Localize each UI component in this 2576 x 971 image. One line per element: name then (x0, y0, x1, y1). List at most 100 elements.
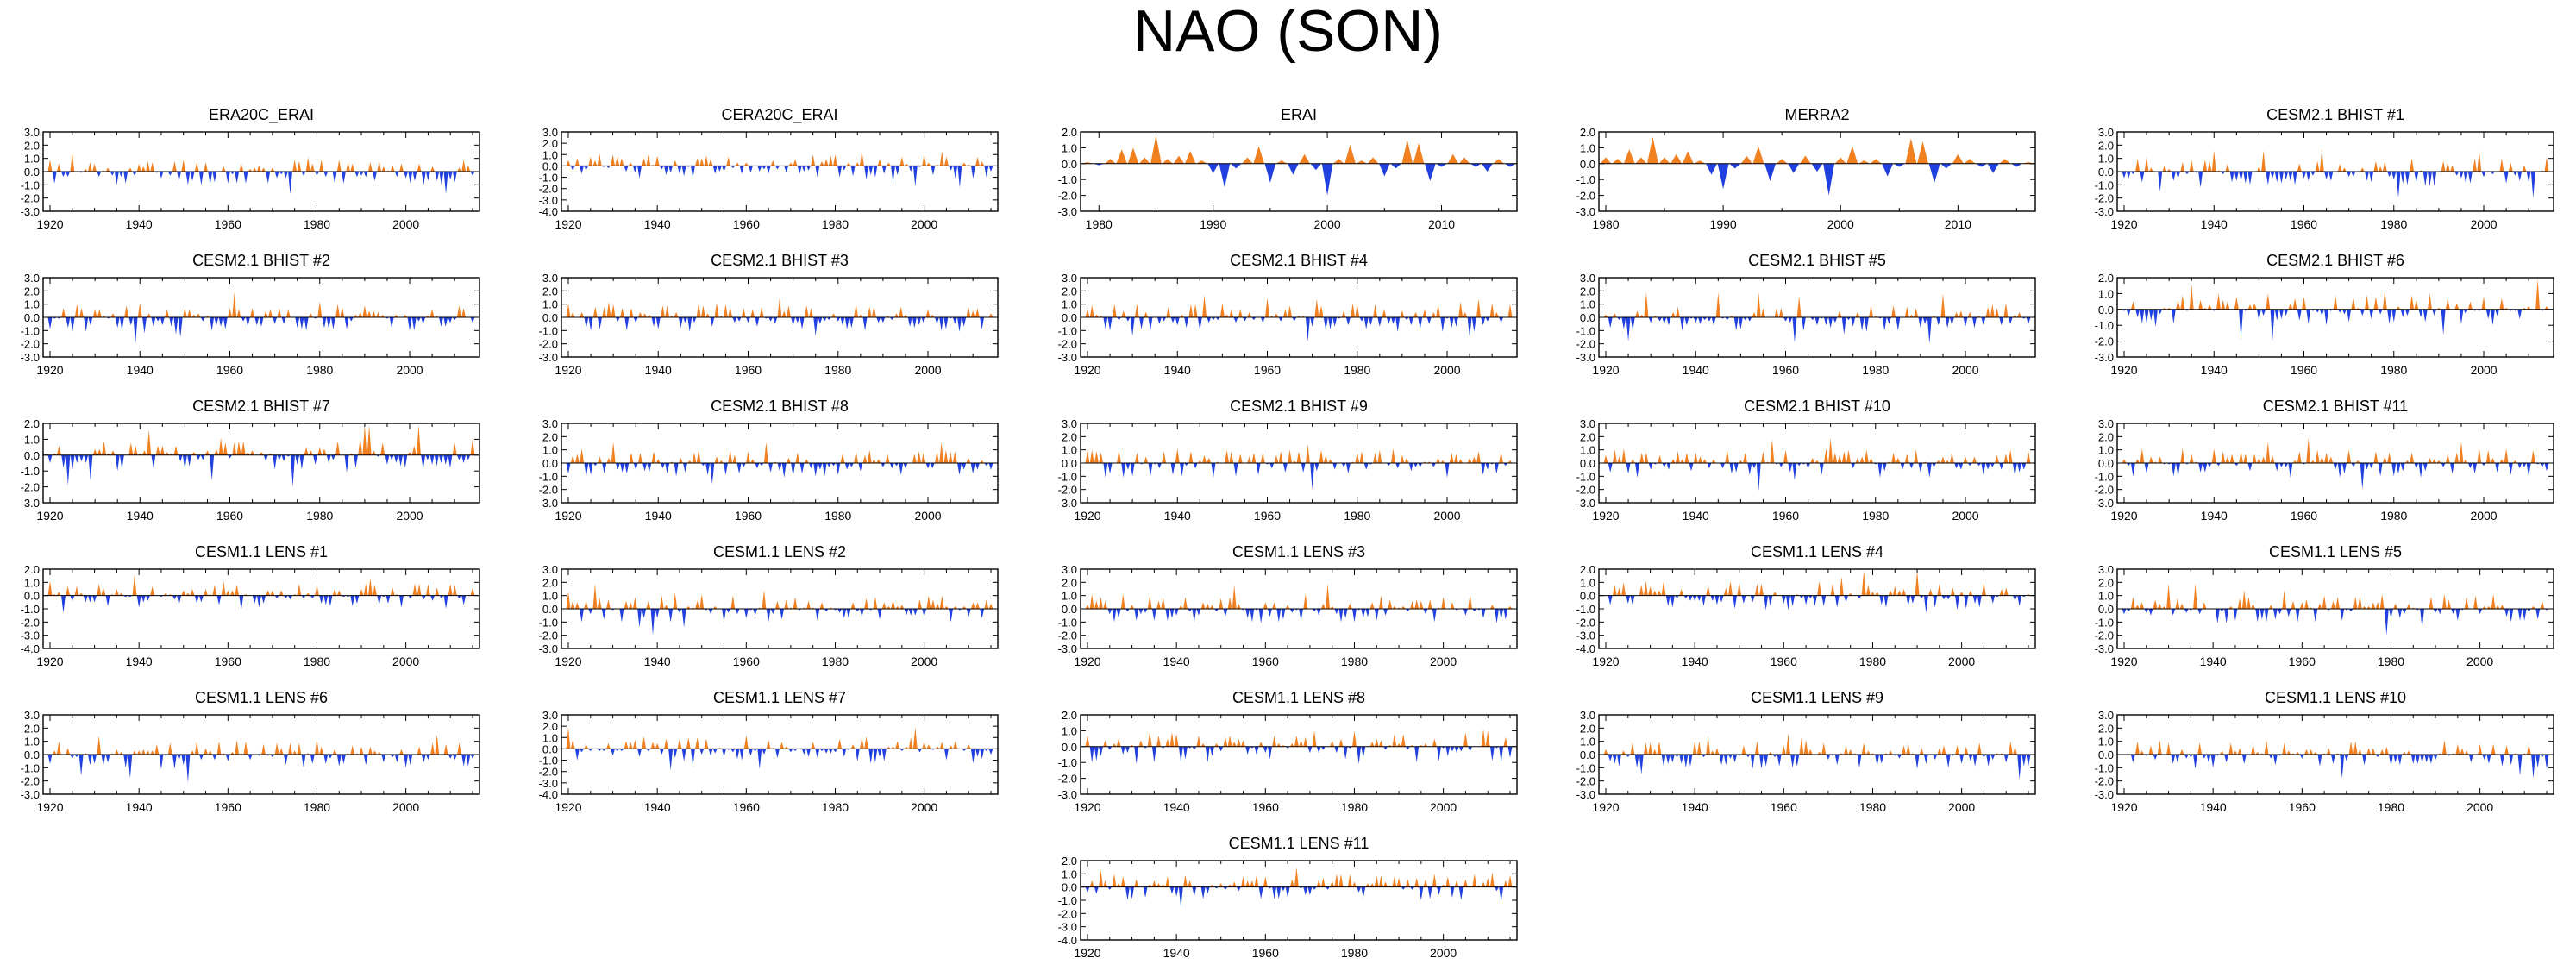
anomaly-mark (92, 309, 97, 317)
anomaly-mark (1436, 304, 1441, 317)
anomaly-mark (2175, 755, 2180, 763)
anomaly-mark (710, 463, 715, 485)
anomaly-mark (1134, 304, 1139, 317)
anomaly-mark (598, 456, 602, 463)
anomaly-mark (668, 609, 674, 623)
anomaly-mark (448, 454, 453, 468)
anomaly-mark (2384, 609, 2389, 636)
anomaly-mark (1729, 463, 1734, 474)
x-tick-label: 1980 (2378, 800, 2404, 814)
anomaly-mark (1679, 755, 1684, 764)
x-tick-label: 1960 (1252, 946, 1279, 960)
anomaly-mark (1919, 595, 1924, 598)
anomaly-mark (664, 605, 668, 609)
anomaly-mark (592, 583, 598, 609)
anomaly-mark (891, 599, 895, 609)
anomaly-mark (430, 742, 436, 755)
panel-cesm1-1-lens-2: CESM1.1 LENS #23.02.01.00.0-1.0-2.0-3.01… (539, 543, 999, 668)
anomaly-mark (305, 157, 310, 172)
anomaly-mark (1612, 755, 1617, 764)
anomaly-mark (208, 750, 213, 755)
anomaly-mark (1094, 314, 1099, 317)
anomaly-mark (362, 305, 367, 317)
anomaly-mark (1617, 755, 1621, 767)
anomaly-mark (1692, 595, 1697, 601)
y-tick-label: 2.0 (24, 139, 40, 152)
anomaly-mark (1334, 746, 1339, 754)
anomaly-mark (1363, 317, 1369, 329)
y-tick-label: -3.0 (539, 497, 558, 510)
plot-frame (1080, 714, 1518, 795)
anomaly-mark (574, 158, 580, 166)
anomaly-mark (239, 163, 244, 172)
anomaly-mark (194, 162, 199, 172)
y-tick-label: -2.0 (539, 630, 558, 642)
anomaly-mark (270, 755, 275, 758)
x-tick-label: 1940 (644, 217, 671, 231)
anomaly-mark (425, 583, 430, 596)
y-tick-label: -1.0 (2095, 761, 2114, 774)
anomaly-mark (273, 317, 278, 324)
anomaly-mark (354, 172, 360, 178)
y-tick-label: 3.0 (542, 126, 558, 139)
anomaly-mark (2144, 309, 2149, 324)
anomaly-mark (2310, 460, 2316, 463)
anomaly-mark (813, 463, 818, 477)
anomaly-mark (665, 305, 670, 317)
anomaly-mark (592, 306, 598, 317)
anomaly-mark (1294, 735, 1299, 747)
anomaly-mark (2447, 599, 2451, 609)
anomaly-mark (2203, 463, 2208, 473)
anomaly-mark (2166, 583, 2172, 609)
anomaly-mark (425, 172, 430, 181)
anomaly-mark (2509, 755, 2514, 766)
anomaly-mark (2299, 602, 2304, 609)
y-tick-label: 0.0 (1062, 311, 1077, 324)
anomaly-mark (322, 448, 327, 455)
anomaly-mark (1875, 592, 1880, 596)
y-tick-label: -3.0 (2095, 642, 2114, 655)
anomaly-mark (1282, 463, 1288, 473)
anomaly-mark (1643, 580, 1648, 596)
anomaly-mark (2221, 299, 2226, 310)
anomaly-mark (363, 755, 368, 766)
x-tick-label: 1940 (2200, 655, 2227, 668)
anomaly-mark (2259, 609, 2265, 620)
anomaly-mark (66, 172, 71, 178)
anomaly-mark (92, 755, 97, 764)
anomaly-mark (110, 313, 116, 317)
anomaly-mark (1741, 745, 1746, 755)
anomaly-mark (1200, 743, 1206, 747)
anomaly-mark (1688, 755, 1693, 767)
anomaly-mark (2228, 742, 2234, 755)
y-tick-label: -3.0 (1058, 205, 1077, 218)
anomaly-mark (305, 592, 310, 596)
anomaly-mark (899, 463, 904, 475)
anomaly-mark (877, 159, 882, 166)
anomaly-mark (850, 602, 856, 609)
anomaly-mark (642, 158, 647, 166)
anomaly-mark (1937, 583, 1942, 596)
anomaly-mark (70, 755, 75, 759)
anomaly-mark (606, 301, 611, 317)
anomaly-mark (461, 454, 467, 463)
anomaly-mark (470, 317, 475, 323)
x-tick-label: 2000 (2470, 217, 2497, 231)
anomaly-mark (2278, 172, 2284, 184)
anomaly-mark (2360, 167, 2365, 172)
anomaly-mark (931, 166, 936, 175)
anomaly-mark (1162, 317, 1167, 322)
anomaly-mark (61, 454, 66, 468)
anomaly-mark (1316, 879, 1321, 887)
anomaly-mark (1684, 452, 1689, 463)
anomaly-mark (1307, 746, 1313, 754)
anomaly-mark (198, 755, 204, 761)
y-tick-label: -2.0 (2095, 630, 2114, 642)
anomaly-mark (1395, 463, 1401, 469)
y-tick-label: 3.0 (1580, 417, 1595, 430)
anomaly-mark (1219, 303, 1225, 317)
anomaly-mark (1413, 311, 1419, 317)
anomaly-mark (970, 602, 975, 609)
anomaly-mark (2126, 172, 2131, 179)
anomaly-mark (642, 736, 647, 749)
